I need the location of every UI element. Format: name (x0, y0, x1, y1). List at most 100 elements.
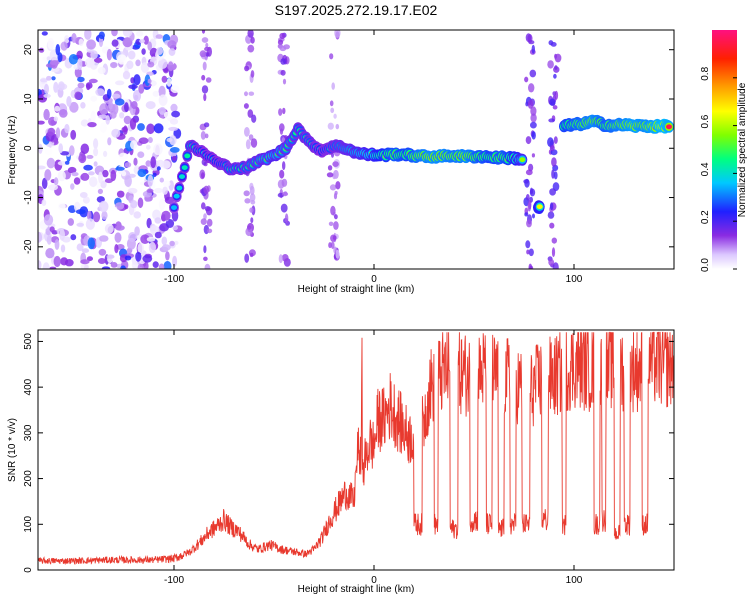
spectrogram-noise-blob (88, 171, 95, 176)
spectrogram-streak-blob (547, 211, 555, 219)
spectrogram-streak-blob (333, 221, 339, 230)
spectrogram-noise-blob (103, 150, 108, 157)
spectrogram-x-label: Height of straight line (km) (298, 284, 415, 295)
spectrogram-streak-blob (330, 107, 335, 114)
spectrogram-noise-blob (134, 226, 140, 236)
spectrogram-noise-blob (38, 109, 41, 115)
spectrogram-noise-blob (98, 200, 109, 213)
spectrogram-noise-blob (165, 219, 175, 228)
spectrogram-noise-blob (107, 206, 118, 211)
spectrogram-noise-blob (43, 93, 51, 98)
figure-title: S197.2025.272.19.17.E02 (275, 2, 438, 18)
spectrogram-noise-blob (124, 204, 129, 210)
spectrogram-noise-blob (74, 201, 81, 212)
spectrogram-noise-blob (146, 236, 156, 242)
spectrogram-noise-blob (158, 263, 165, 269)
spectrogram-streak-blob (551, 237, 557, 244)
spectrogram-noise-blob (111, 128, 121, 138)
spectrogram-streak-blob (203, 245, 207, 254)
spectrogram-noise-blob (97, 258, 106, 264)
spectrogram-noise-blob (133, 157, 138, 166)
colorbar-tick-label: 0.6 (700, 114, 711, 128)
spectrogram-streak-blob (550, 42, 557, 47)
spectrogram-streak-blob (529, 69, 537, 78)
spectrogram-streak-blob (334, 214, 338, 220)
spectrogram-noise-blob (169, 147, 180, 153)
spectrogram-streak-blob (552, 91, 557, 96)
spectrogram-noise-blob (38, 260, 42, 269)
snr-frame (37, 329, 675, 571)
spectrogram-streak-blob (527, 34, 533, 43)
spectrogram-noise-blob (60, 257, 69, 266)
spectrogram-noise-blob (135, 59, 141, 67)
spectrogram-noise-blob (163, 261, 172, 269)
spectrogram-noise-blob (115, 166, 125, 171)
colorbar-tick-label: 0.2 (700, 210, 711, 224)
spectrogram-noise-blob (156, 159, 165, 168)
spectrogram-noise-blob (104, 178, 113, 184)
spectrogram-noise-blob (55, 127, 61, 139)
spectrogram-streak-blob (244, 65, 250, 72)
spectrogram-noise-blob (166, 228, 173, 234)
spectrogram-noise-blob (171, 110, 181, 118)
spectrogram-noise-blob (124, 102, 129, 113)
spectrogram-noise-blob (136, 31, 144, 37)
spectrogram-streak-blob (279, 45, 287, 52)
colorbar-tick-label: 0.4 (700, 162, 711, 176)
spectrogram-noise-layer (38, 30, 562, 269)
spectrogram-noise-blob (117, 54, 127, 65)
spectrogram-streak-blob (526, 219, 532, 228)
spectrogram-streak-blob (280, 58, 287, 65)
spectrogram-streak-blob (549, 145, 555, 151)
spectrogram-noise-blob (164, 111, 171, 119)
spectrogram-noise-blob (169, 135, 177, 146)
spectrogram-y-tick-label: -20 (23, 239, 34, 254)
spectrogram-streak-blob (277, 39, 284, 45)
spectrogram-noise-blob (171, 155, 177, 161)
spectrogram-noise-blob (147, 137, 153, 143)
spectrogram-streak-blob (529, 187, 534, 195)
spectrogram-streak-blob (327, 122, 334, 130)
spectrogram-streak-blob (205, 42, 209, 48)
spectrogram-noise-blob (57, 170, 66, 182)
spectrogram-x-tick-label: -100 (164, 274, 184, 285)
spectrogram-noise-blob (38, 231, 43, 243)
spectrogram-noise-blob (129, 117, 137, 130)
spectrogram-noise-blob (162, 186, 168, 195)
spectrogram-noise-blob (46, 157, 56, 169)
spectrogram-noise-blob (86, 39, 96, 50)
spectrogram-streak-blob (329, 53, 334, 60)
spectrogram-streak-blob (248, 91, 255, 96)
spectrogram-noise-blob (140, 62, 150, 73)
spectrogram-ridge-point-core (181, 165, 188, 171)
spectrogram-y-tick-label: -10 (23, 190, 34, 205)
spectrogram-x-axis: -100 0 100 (164, 30, 583, 285)
spectrogram-noise-blob (146, 144, 151, 150)
spectrogram-noise-blob (139, 39, 146, 44)
spectrogram-streak-blob (247, 44, 255, 53)
spectrogram-noise-blob (119, 112, 125, 119)
spectrogram-noise-blob (148, 241, 156, 254)
spectrogram-streak-blob (328, 242, 332, 249)
spectrogram-y-label: Frequency (Hz) (7, 116, 18, 185)
spectrogram-streak-blob (553, 171, 558, 180)
spectrogram-noise-blob (111, 30, 118, 37)
spectrogram-noise-blob (154, 187, 163, 194)
spectrogram-noise-blob (166, 78, 172, 87)
spectrogram-noise-blob (158, 198, 166, 211)
spectrogram-noise-blob (71, 33, 77, 43)
spectrogram-noise-blob (128, 232, 137, 242)
spectrogram-streak-blob (250, 36, 255, 44)
spectrogram-streak-blob (249, 185, 255, 196)
spectrogram-streak-blob (334, 30, 341, 38)
spectrogram-noise-blob (97, 188, 103, 195)
spectrogram-noise-blob (80, 143, 90, 155)
spectrogram-streak-blob (525, 169, 533, 176)
spectrogram-noise-blob (169, 118, 179, 125)
spectrogram-noise-blob (78, 38, 84, 47)
spectrogram-noise-blob (70, 234, 77, 241)
spectrogram-noise-blob (49, 60, 60, 66)
spectrogram-noise-blob (94, 57, 103, 63)
spectrogram-noise-blob (130, 200, 138, 209)
spectrogram-streak-blob (282, 78, 287, 85)
